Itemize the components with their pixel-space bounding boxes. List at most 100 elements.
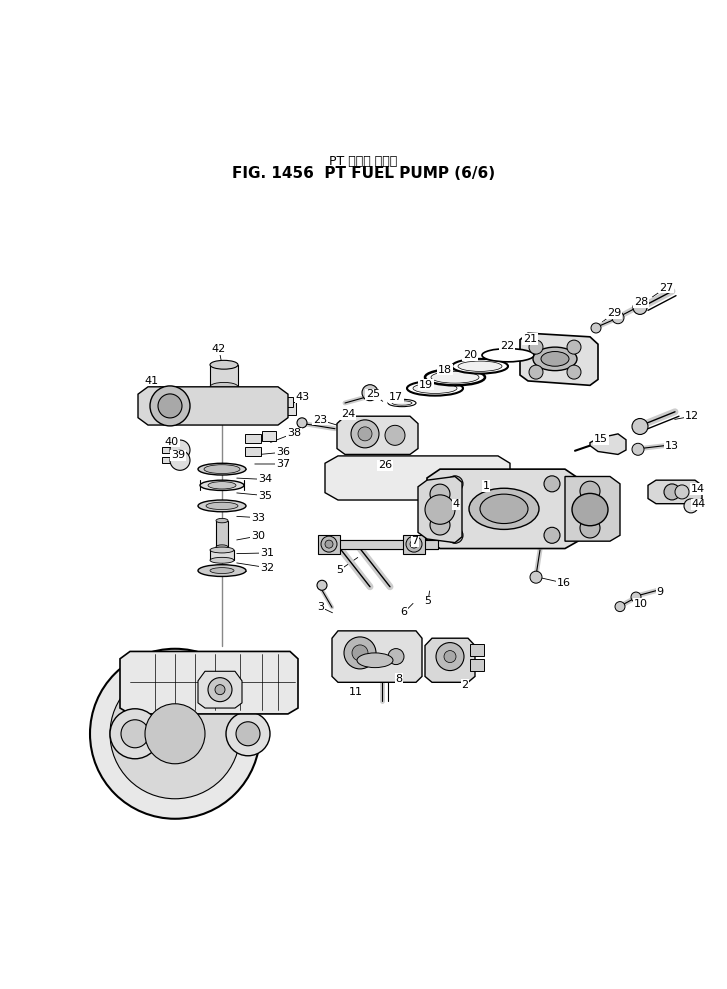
Circle shape xyxy=(631,592,641,602)
Ellipse shape xyxy=(206,502,238,509)
Circle shape xyxy=(351,420,379,448)
Ellipse shape xyxy=(413,383,457,394)
Polygon shape xyxy=(120,652,298,714)
Ellipse shape xyxy=(200,481,244,491)
Text: 15: 15 xyxy=(594,434,608,444)
Ellipse shape xyxy=(388,400,416,406)
Circle shape xyxy=(90,649,260,819)
Polygon shape xyxy=(648,481,702,503)
Polygon shape xyxy=(565,477,620,541)
Circle shape xyxy=(544,527,560,543)
Text: PT フェル ポンプ: PT フェル ポンプ xyxy=(329,155,398,168)
Polygon shape xyxy=(425,638,475,682)
Circle shape xyxy=(675,485,689,498)
Circle shape xyxy=(145,704,205,764)
Bar xyxy=(262,431,276,441)
Circle shape xyxy=(664,484,680,499)
Text: 44: 44 xyxy=(692,499,706,509)
Ellipse shape xyxy=(357,653,393,668)
Ellipse shape xyxy=(208,482,236,489)
Ellipse shape xyxy=(210,547,234,553)
Ellipse shape xyxy=(210,383,238,392)
Text: 31: 31 xyxy=(260,548,274,558)
Circle shape xyxy=(215,684,225,694)
Circle shape xyxy=(385,425,405,445)
Text: 1: 1 xyxy=(483,481,489,492)
Polygon shape xyxy=(590,434,626,454)
Bar xyxy=(216,520,228,547)
Ellipse shape xyxy=(198,463,246,475)
Text: 37: 37 xyxy=(276,459,290,469)
Text: 40: 40 xyxy=(165,437,179,447)
Circle shape xyxy=(612,312,624,323)
Ellipse shape xyxy=(210,558,234,563)
Text: 32: 32 xyxy=(260,563,274,573)
Circle shape xyxy=(236,722,260,746)
Ellipse shape xyxy=(480,494,528,523)
Circle shape xyxy=(121,720,149,748)
Text: 33: 33 xyxy=(251,512,265,522)
Bar xyxy=(162,447,180,453)
Bar xyxy=(470,644,484,656)
Ellipse shape xyxy=(541,351,569,366)
Circle shape xyxy=(633,301,647,315)
Ellipse shape xyxy=(392,401,412,405)
Text: 6: 6 xyxy=(401,607,408,617)
Circle shape xyxy=(684,498,698,513)
Circle shape xyxy=(444,651,456,663)
Text: 39: 39 xyxy=(171,450,185,460)
Circle shape xyxy=(529,340,543,354)
Circle shape xyxy=(150,386,190,426)
Polygon shape xyxy=(325,456,510,500)
Circle shape xyxy=(615,601,625,611)
Polygon shape xyxy=(418,477,462,543)
Text: 38: 38 xyxy=(287,428,301,438)
Text: 9: 9 xyxy=(656,586,664,597)
Bar xyxy=(278,398,293,407)
Text: 12: 12 xyxy=(685,411,699,421)
Polygon shape xyxy=(138,387,288,425)
Ellipse shape xyxy=(216,545,228,549)
Ellipse shape xyxy=(210,360,238,369)
Text: 13: 13 xyxy=(665,441,679,451)
Ellipse shape xyxy=(204,465,240,474)
Text: 14: 14 xyxy=(691,484,705,494)
Polygon shape xyxy=(520,333,598,386)
Circle shape xyxy=(170,440,190,460)
Text: 25: 25 xyxy=(366,389,380,400)
Text: 4: 4 xyxy=(452,499,459,509)
Ellipse shape xyxy=(210,568,234,574)
Circle shape xyxy=(430,485,450,504)
Circle shape xyxy=(344,637,376,669)
Ellipse shape xyxy=(572,494,608,526)
Bar xyxy=(162,457,180,463)
Text: 8: 8 xyxy=(395,674,403,683)
Circle shape xyxy=(388,649,404,665)
Text: 27: 27 xyxy=(659,283,673,293)
Ellipse shape xyxy=(431,372,479,383)
Text: 35: 35 xyxy=(258,491,272,500)
Circle shape xyxy=(321,536,337,552)
Ellipse shape xyxy=(407,381,463,396)
Circle shape xyxy=(358,427,372,441)
Circle shape xyxy=(530,572,542,584)
Ellipse shape xyxy=(198,565,246,577)
Ellipse shape xyxy=(425,494,455,524)
Bar xyxy=(245,434,261,443)
Text: FIG. 1456  PT FUEL PUMP (6/6): FIG. 1456 PT FUEL PUMP (6/6) xyxy=(232,166,495,181)
Circle shape xyxy=(226,712,270,756)
Ellipse shape xyxy=(458,361,502,372)
Circle shape xyxy=(567,340,581,354)
Circle shape xyxy=(362,385,378,401)
Ellipse shape xyxy=(469,489,539,529)
Circle shape xyxy=(410,540,418,548)
Bar xyxy=(318,535,340,554)
Circle shape xyxy=(406,536,422,552)
Text: 2: 2 xyxy=(462,679,469,689)
Circle shape xyxy=(567,365,581,379)
Polygon shape xyxy=(198,672,242,708)
Text: 26: 26 xyxy=(378,461,392,471)
Text: 43: 43 xyxy=(296,392,310,403)
Circle shape xyxy=(110,709,160,759)
Circle shape xyxy=(297,417,307,428)
